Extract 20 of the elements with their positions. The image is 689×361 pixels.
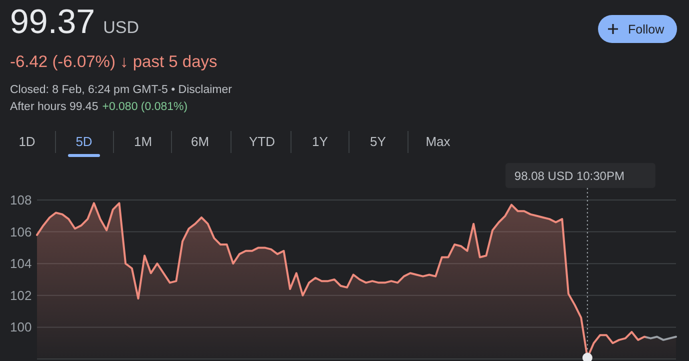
y-tick-label: 106 — [10, 224, 32, 240]
text: 5D — [76, 134, 92, 149]
y-tick-label: 108 — [10, 192, 32, 208]
text: YTD — [249, 134, 275, 149]
y-tick-label: 102 — [10, 288, 32, 303]
chart-title: 99.37 USD — [10, 3, 139, 41]
text: 6M — [190, 134, 210, 149]
text: Max — [426, 134, 451, 149]
text: 1D — [18, 134, 36, 149]
text: 5Y — [370, 134, 386, 149]
text: +0.080 (0.081%) — [102, 101, 188, 113]
follow-button: Follow — [598, 15, 677, 43]
text: 1Y — [312, 134, 328, 149]
y-tick-label: 100 — [10, 320, 32, 335]
text: 1M — [134, 134, 152, 149]
chart-subtitle: -6.42 (-6.07%) ↓ past 5 days — [10, 53, 218, 71]
text: After hours 99.45 — [10, 101, 98, 113]
text: 98.08 USD 10:30PM — [514, 169, 624, 183]
text: Closed: 8 Feb, 6:24 pm GMT-5 • Disclaimer — [10, 84, 232, 96]
y-tick-label: 104 — [10, 256, 32, 272]
